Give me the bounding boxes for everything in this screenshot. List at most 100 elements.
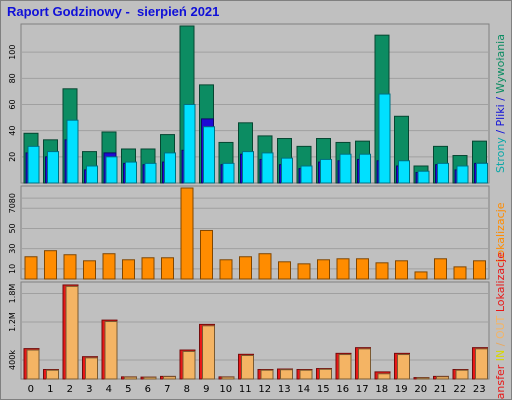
xtick-label-16: 16 (336, 384, 349, 395)
xtick-label-4: 4 (106, 384, 112, 395)
ytick-label-visits: 70 (8, 203, 17, 213)
xtick-label-1: 1 (47, 384, 53, 395)
bar-visits-7 (161, 257, 174, 280)
xtick-label-14: 14 (297, 384, 310, 395)
bar-visits-6 (141, 257, 155, 280)
bar-visits-19 (395, 260, 408, 280)
bar-kbout-10 (221, 376, 235, 380)
bar-visits-16 (336, 258, 350, 280)
bar-kbout-5 (124, 376, 137, 380)
xtick-label-3: 3 (86, 384, 92, 395)
bar-hits-7 (164, 152, 176, 184)
bar-kbout-23 (475, 348, 488, 380)
chart-title: Raport Godzinowy - sierpień 2021 (7, 4, 220, 19)
legend-entry: / (494, 126, 507, 137)
bar-visits-1 (44, 250, 57, 280)
bar-kbout-7 (163, 376, 176, 380)
legend-entry: Lokalizacje (494, 202, 507, 262)
bar-hits-0 (27, 145, 40, 184)
bar-hits-23 (476, 162, 488, 184)
bar-visits-11 (239, 256, 252, 280)
bar-visits-3 (83, 260, 96, 280)
xtick-label-9: 9 (203, 384, 209, 395)
ytick-label-visits: 80 (8, 193, 17, 203)
bar-kbout-21 (436, 376, 449, 380)
xtick-label-17: 17 (356, 384, 369, 395)
bar-hits-10 (222, 162, 235, 184)
bar-kbout-12 (260, 369, 274, 380)
ytick-label-requests: 40 (8, 126, 17, 136)
bar-kbout-19 (397, 354, 410, 380)
legend-visits: Lokalizacje (494, 202, 507, 262)
legend-entry: Strony (494, 137, 507, 173)
bar-kbout-3 (85, 357, 98, 380)
bar-hits-18 (378, 93, 391, 184)
legend-entry: IN (494, 350, 507, 365)
bar-hits-8 (183, 104, 196, 184)
xtick-label-0: 0 (28, 384, 34, 395)
xtick-label-22: 22 (453, 384, 466, 395)
legend-entry: Lokalizacje (494, 252, 507, 312)
bar-hits-3 (86, 165, 98, 184)
bar-kbout-0 (26, 349, 40, 380)
xtick-label-23: 23 (473, 384, 486, 395)
bar-kbout-11 (241, 354, 254, 380)
xtick-label-7: 7 (164, 384, 170, 395)
bar-hits-9 (203, 126, 215, 184)
bar-visits-0 (24, 256, 38, 280)
bar-kbout-1 (46, 369, 59, 380)
bar-visits-23 (473, 260, 486, 280)
bar-hits-19 (398, 160, 410, 184)
bar-visits-4 (102, 253, 116, 280)
legend-transfer: Transfer IN / OUT Lokalizacje (494, 252, 507, 399)
xtick-label-11: 11 (239, 384, 252, 395)
bar-visits-21 (434, 258, 447, 280)
bar-kbout-13 (280, 369, 293, 380)
xtick-label-20: 20 (414, 384, 427, 395)
bar-kbout-8 (182, 350, 196, 380)
bar-kbout-9 (202, 325, 215, 380)
bar-hits-17 (359, 153, 371, 184)
bar-hits-11 (242, 151, 254, 184)
ytick-label-visits: 10 (8, 264, 17, 274)
legend-entry: Pliki (494, 104, 507, 126)
bar-kbout-18 (377, 373, 391, 380)
bar-kbout-17 (358, 348, 371, 380)
bar-hits-4 (105, 156, 118, 184)
bar-hits-21 (437, 162, 449, 184)
bar-hits-2 (66, 119, 79, 184)
bar-visits-9 (200, 229, 213, 280)
legend-entry: / (494, 94, 507, 105)
plot-area-visits (20, 185, 490, 280)
bar-hits-15 (320, 158, 332, 184)
bar-kbout-2 (65, 285, 79, 380)
bar-visits-20 (414, 271, 428, 280)
bar-visits-17 (356, 258, 369, 280)
ytick-label-requests: 20 (8, 152, 17, 162)
bar-hits-14 (300, 165, 313, 184)
ytick-label-transfer: 1.8M (8, 284, 17, 304)
bar-hits-13 (281, 157, 293, 184)
bar-hits-20 (417, 170, 430, 184)
xtick-label-21: 21 (434, 384, 447, 395)
plot-area-transfer (20, 281, 490, 380)
ytick-label-transfer: 400k (8, 350, 17, 370)
bar-kbout-16 (338, 354, 352, 380)
bar-kbout-14 (299, 369, 313, 380)
legend-entry: OUT (494, 315, 507, 339)
legend-entry: Wywołania (494, 34, 507, 94)
bar-kbout-20 (416, 377, 430, 380)
bar-kbout-4 (104, 321, 118, 380)
xtick-label-18: 18 (375, 384, 388, 395)
legend-entry: Transfer (494, 364, 507, 399)
bar-visits-8 (180, 187, 194, 280)
bar-visits-12 (258, 253, 272, 280)
ytick-label-visits: 30 (8, 244, 17, 254)
bar-visits-22 (453, 266, 467, 280)
bar-hits-6 (144, 162, 157, 184)
bar-visits-18 (375, 262, 389, 280)
ytick-label-transfer: 1.2M (8, 312, 17, 332)
bar-kbout-6 (143, 376, 157, 380)
